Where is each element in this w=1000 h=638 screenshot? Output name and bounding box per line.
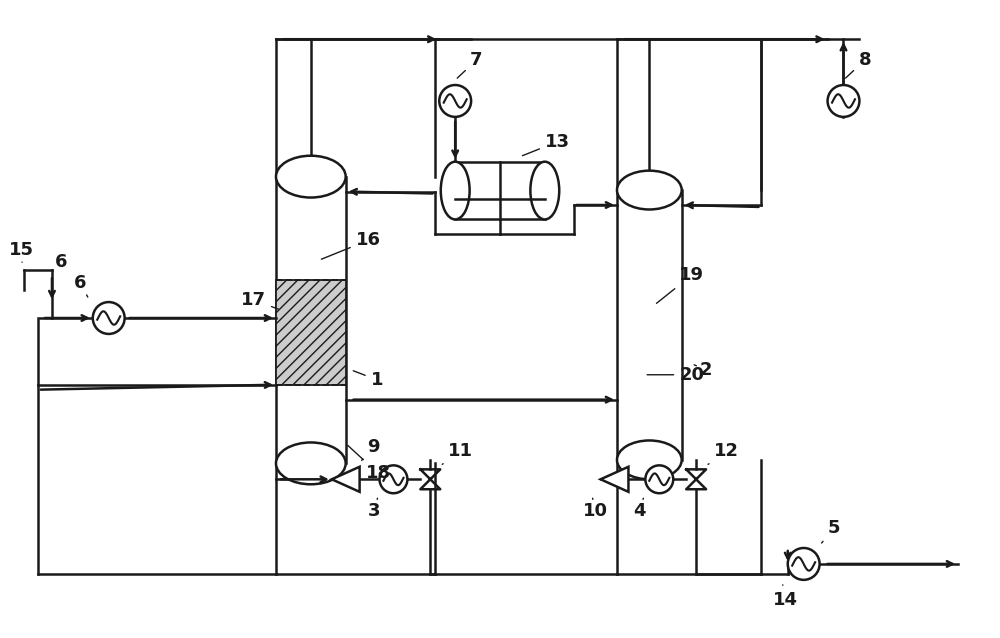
Text: 15: 15 [9, 241, 34, 262]
Text: 9: 9 [362, 438, 380, 461]
Polygon shape [601, 467, 628, 492]
Text: 3: 3 [368, 498, 380, 520]
Circle shape [380, 465, 407, 493]
Text: 7: 7 [457, 51, 483, 78]
Text: 16: 16 [321, 232, 381, 259]
Polygon shape [455, 161, 545, 219]
Text: 11: 11 [442, 442, 473, 464]
Polygon shape [332, 467, 360, 492]
Text: 12: 12 [708, 442, 739, 464]
Circle shape [828, 85, 859, 117]
Circle shape [788, 548, 820, 580]
Text: 8: 8 [846, 51, 871, 78]
Text: 17: 17 [241, 291, 278, 309]
Text: 5: 5 [822, 519, 840, 543]
Text: 18: 18 [348, 445, 391, 482]
Text: 19: 19 [656, 266, 704, 303]
Circle shape [439, 85, 471, 117]
Ellipse shape [276, 443, 346, 484]
Circle shape [645, 465, 673, 493]
Text: 20: 20 [647, 366, 704, 383]
Text: 2: 2 [694, 360, 712, 379]
Ellipse shape [441, 161, 470, 219]
Text: 14: 14 [773, 585, 798, 609]
Text: 6: 6 [74, 274, 88, 297]
Ellipse shape [617, 440, 682, 479]
Text: 6: 6 [55, 253, 67, 271]
Text: 4: 4 [633, 498, 646, 520]
Polygon shape [276, 280, 346, 385]
Ellipse shape [530, 161, 559, 219]
Text: 10: 10 [583, 498, 608, 520]
Text: 13: 13 [522, 133, 570, 156]
Circle shape [93, 302, 125, 334]
Text: 1: 1 [353, 371, 383, 389]
Ellipse shape [617, 170, 682, 209]
Ellipse shape [276, 156, 346, 198]
